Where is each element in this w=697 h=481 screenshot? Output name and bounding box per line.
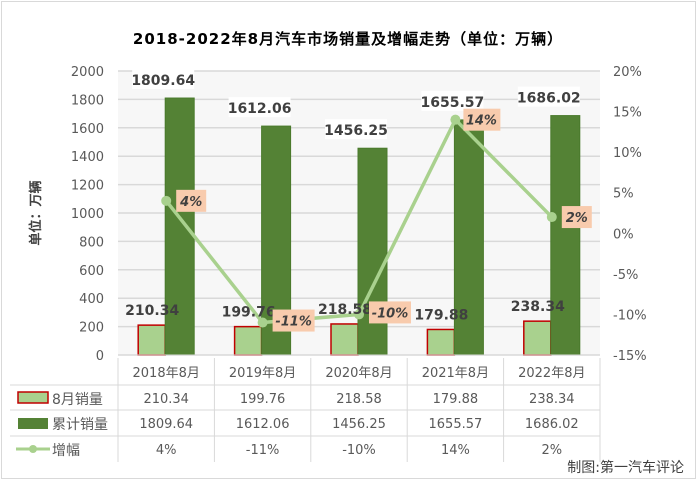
table-cell: 210.34 — [143, 392, 189, 407]
table-cell: 4% — [156, 443, 177, 458]
y2-tick-label: 10% — [613, 146, 642, 161]
table-cell: 1809.64 — [139, 417, 193, 432]
table-cell: 1456.25 — [332, 417, 386, 432]
y-tick-label: 200 — [79, 321, 104, 336]
bar-cumulative — [453, 119, 484, 356]
growth-point — [546, 212, 557, 223]
table-cell: 238.34 — [529, 392, 575, 407]
cumulative-data-label: 1612.06 — [228, 101, 292, 117]
x-tick-label: 2020年8月 — [325, 366, 392, 381]
table-cell: 1612.06 — [236, 417, 290, 432]
y-tick-label: 0 — [96, 349, 104, 364]
growth-label-bg — [561, 206, 592, 229]
x-tick-label: 2019年8月 — [229, 366, 296, 381]
y2-tick-label: 15% — [613, 106, 642, 121]
legend-key-cumulative — [18, 418, 48, 429]
y-tick-label: 800 — [79, 235, 104, 250]
y-axis-label: 单位：万辆 — [28, 180, 44, 245]
table-cell: 2% — [541, 443, 562, 458]
y-tick-label: 1200 — [71, 179, 104, 194]
bar-cumulative — [357, 147, 388, 356]
label-bg — [325, 119, 387, 140]
credit: 制图:第一汽车评论 — [567, 459, 684, 476]
growth-data-label: -10% — [372, 306, 409, 321]
table-cell: 218.58 — [336, 392, 382, 407]
y2-tick-label: 5% — [613, 187, 634, 202]
y-tick-label: 1400 — [71, 150, 104, 165]
legend-label: 累计销量 — [52, 417, 108, 433]
chart-title: 2018-2022年8月汽车市场销量及增幅走势（单位：万辆） — [133, 30, 563, 48]
bar-8yue — [330, 323, 359, 356]
growth-label-bg — [369, 301, 411, 324]
label-bg — [517, 86, 580, 107]
legend-label: 8月销量 — [52, 392, 103, 408]
bar-cumulative — [164, 97, 195, 356]
monthly-data-label: 179.88 — [414, 307, 468, 323]
growth-data-label: 2% — [566, 211, 588, 226]
y2-tick-label: 20% — [613, 65, 642, 80]
legend-label: 增幅 — [52, 443, 80, 459]
growth-label-bg — [176, 189, 207, 212]
y-tick-label: 600 — [79, 264, 104, 279]
cumulative-data-label: 1686.02 — [517, 91, 581, 107]
growth-data-label: 14% — [466, 114, 497, 129]
table-cell: 1686.02 — [525, 417, 579, 432]
cumulative-data-label: 1809.64 — [131, 73, 195, 89]
y-tick-label: 1600 — [71, 122, 104, 137]
bar-8yue — [137, 324, 166, 356]
monthly-data-label: 199.76 — [222, 305, 276, 321]
x-tick-label: 2021年8月 — [422, 366, 489, 381]
cumulative-data-label: 1655.57 — [421, 95, 485, 111]
table-cell: 179.88 — [433, 392, 479, 407]
growth-label-bg — [463, 108, 501, 131]
label-bg — [228, 97, 291, 118]
bar-cumulative — [550, 115, 581, 356]
x-tick-label: 2022年8月 — [518, 366, 585, 381]
growth-data-label: -11% — [275, 315, 312, 330]
growth-data-label: 4% — [179, 195, 202, 210]
y-tick-label: 2000 — [71, 65, 104, 80]
label-bg — [132, 69, 195, 90]
table-cell: 199.76 — [240, 392, 286, 407]
x-tick-label: 2018年8月 — [133, 366, 200, 381]
legend-key-growth-marker — [29, 445, 37, 453]
y2-tick-label: -5% — [613, 268, 638, 283]
label-bg — [421, 90, 484, 111]
y2-tick-label: -15% — [613, 349, 647, 364]
table-cell: -11% — [246, 443, 280, 458]
y-tick-label: 400 — [79, 292, 104, 307]
growth-point — [161, 195, 172, 206]
growth-point — [257, 317, 268, 328]
legend-key-8yue — [17, 391, 49, 404]
cumulative-data-label: 1456.25 — [324, 123, 388, 139]
y2-tick-label: -10% — [613, 308, 647, 323]
monthly-data-label: 238.34 — [511, 299, 565, 315]
growth-point — [354, 309, 364, 320]
bar-8yue — [233, 325, 263, 356]
monthly-data-label: 218.58 — [318, 302, 372, 318]
growth-label-bg — [272, 309, 315, 332]
table-cell: 14% — [441, 443, 470, 458]
growth-point — [450, 114, 461, 125]
y-tick-label: 1000 — [71, 207, 104, 222]
table-cell: 1655.57 — [429, 417, 483, 432]
y-tick-label: 1800 — [71, 93, 104, 108]
table-cell: -10% — [342, 443, 376, 458]
bar-8yue — [426, 328, 456, 356]
y2-tick-label: 0% — [613, 227, 634, 242]
monthly-data-label: 210.34 — [125, 303, 179, 319]
bar-8yue — [523, 320, 552, 356]
